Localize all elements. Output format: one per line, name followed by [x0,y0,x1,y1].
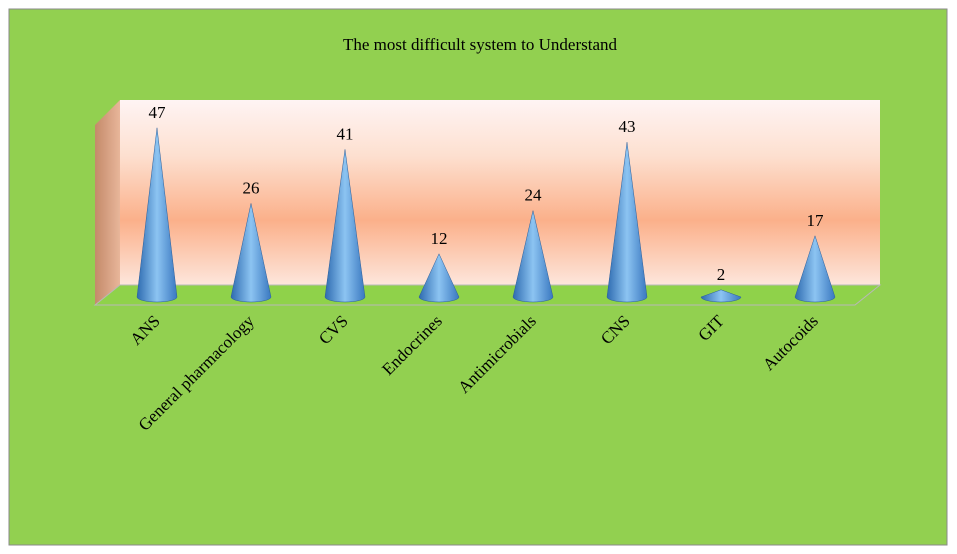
cone [418,253,460,303]
cone [512,210,554,303]
cone [136,127,178,303]
cone [606,142,648,303]
data-label: 2 [717,265,726,284]
cone [230,203,272,303]
data-label: 24 [525,186,543,205]
cone [700,289,742,303]
back-wall [120,100,880,285]
chart-title: The most difficult system to Understand [343,35,618,54]
data-label: 47 [149,103,167,122]
cone [324,149,366,303]
cone [794,234,836,303]
data-label: 12 [431,229,448,248]
floor [93,284,882,306]
data-label: 43 [619,117,636,136]
data-label: 26 [243,178,260,197]
data-label: 17 [807,211,825,230]
side-wall [95,100,120,305]
data-label: 41 [337,124,354,143]
